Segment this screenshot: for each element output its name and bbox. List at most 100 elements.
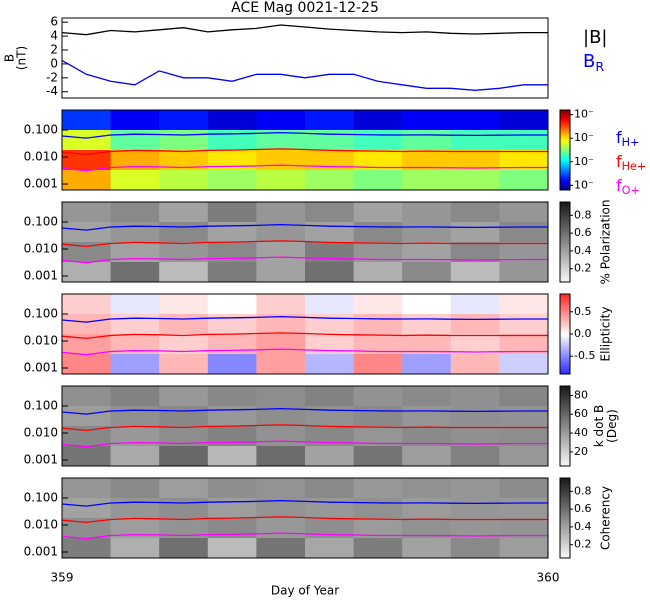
colorbar-step xyxy=(560,364,570,367)
colorbar-step xyxy=(560,554,570,557)
y-tick-label: 4 xyxy=(50,29,58,43)
colorbar-step xyxy=(560,454,570,457)
plot-frame xyxy=(61,17,549,99)
spectrogram-cell xyxy=(159,386,209,407)
colorbar-step xyxy=(560,426,570,429)
y-tick-label: 0 xyxy=(50,56,58,70)
colorbar-step xyxy=(560,216,570,219)
y-tick-label: 2 xyxy=(50,43,58,57)
colorbar-step xyxy=(560,498,570,501)
spectrogram-cell xyxy=(499,426,549,447)
spectrogram-cell xyxy=(159,314,209,335)
colorbar-step xyxy=(560,452,570,455)
spectrogram-cell xyxy=(110,426,160,447)
colorbar-step xyxy=(560,510,570,513)
colorbar-step xyxy=(560,300,570,303)
colorbar-step xyxy=(560,122,570,125)
spectrogram-cell xyxy=(305,222,355,243)
spectrogram-cell xyxy=(207,478,257,499)
colorbar-step xyxy=(560,320,570,323)
colorbar-step xyxy=(560,358,570,361)
spectrogram-cell xyxy=(207,170,257,191)
spectrogram-cell xyxy=(256,110,306,131)
colorbar-step xyxy=(560,294,570,297)
spectrogram-cell xyxy=(305,294,355,315)
colorbar-step xyxy=(560,112,570,115)
colorbar-step xyxy=(560,360,570,363)
colorbar-step xyxy=(560,264,570,267)
colorbar-step xyxy=(560,212,570,215)
colorbar-step xyxy=(560,206,570,209)
colorbar-tick-label: 10⁻ xyxy=(574,155,594,168)
spectrogram-cell xyxy=(353,518,403,539)
legend-subscript: He+ xyxy=(622,160,647,173)
colorbar-tick-label: 0.5 xyxy=(574,305,592,318)
spectrogram-cell xyxy=(256,294,306,315)
colorbar-step xyxy=(560,322,570,325)
spectrogram-cell xyxy=(110,386,160,407)
spectrogram-cell xyxy=(450,446,500,467)
colorbar-step xyxy=(560,128,570,131)
spectrogram-cell xyxy=(353,446,403,467)
spectrogram-cell xyxy=(499,446,549,467)
colorbar-step xyxy=(560,156,570,159)
colorbar-step xyxy=(560,312,570,315)
spectrogram-cell xyxy=(256,130,306,151)
colorbar-step xyxy=(560,226,570,229)
spectrogram-cell xyxy=(110,294,160,315)
colorbar-step xyxy=(560,428,570,431)
colorbar-step xyxy=(560,356,570,359)
spectrogram-cell xyxy=(62,446,112,467)
spectrogram-cell xyxy=(159,170,209,191)
spectrogram-cell xyxy=(499,242,549,263)
spectrogram-cell xyxy=(402,446,452,467)
spectrogram-cell xyxy=(305,170,355,191)
spectrogram-cell xyxy=(256,262,306,283)
spectrogram-cell xyxy=(62,386,112,407)
colorbar-step xyxy=(560,324,570,327)
spectrogram-cell xyxy=(402,498,452,519)
colorbar-step xyxy=(560,310,570,313)
y-axis-label: (nT) xyxy=(15,46,29,70)
spectrogram-cell xyxy=(450,294,500,315)
colorbar-step xyxy=(560,314,570,317)
spectrogram-cell xyxy=(110,354,160,375)
colorbar-step xyxy=(560,436,570,439)
spectrogram-cell xyxy=(305,242,355,263)
spectrogram-cell xyxy=(62,498,112,519)
spectrogram-cell xyxy=(499,150,549,171)
spectrogram-cell xyxy=(256,386,306,407)
spectrogram-cell xyxy=(450,150,500,171)
colorbar-step xyxy=(560,492,570,495)
spectrogram-cell xyxy=(450,386,500,407)
spectrogram-cell xyxy=(499,314,549,335)
colorbar-step xyxy=(560,404,570,407)
spectrogram-cell xyxy=(159,130,209,151)
spectrogram-cell xyxy=(450,406,500,427)
colorbar-step xyxy=(560,152,570,155)
y-tick-label: 0.001 xyxy=(24,453,58,467)
colorbar-step xyxy=(560,390,570,393)
spectrogram-cell xyxy=(353,262,403,283)
y-tick-label: 0.010 xyxy=(24,150,58,164)
spectrogram-cell xyxy=(62,478,112,499)
y-tick-label: 0.100 xyxy=(24,122,58,136)
spectrogram-cell xyxy=(305,538,355,559)
spectrogram-cell xyxy=(110,406,160,427)
spectrogram-cell xyxy=(256,406,306,427)
spectrogram-cell xyxy=(450,262,500,283)
colorbar-step xyxy=(560,120,570,123)
spectrogram-cell xyxy=(159,202,209,223)
spectrogram-cell xyxy=(159,242,209,263)
spectrogram-cell xyxy=(499,498,549,519)
colorbar-step xyxy=(560,182,570,185)
spectrogram-cell xyxy=(256,314,306,335)
colorbar-step xyxy=(560,270,570,273)
colorbar-step xyxy=(560,362,570,365)
colorbar-step xyxy=(560,234,570,237)
spectrogram-cell xyxy=(499,170,549,191)
spectrogram-cell xyxy=(207,294,257,315)
spectrogram-cell xyxy=(159,294,209,315)
colorbar-step xyxy=(560,328,570,331)
spectrogram-cell xyxy=(353,110,403,131)
